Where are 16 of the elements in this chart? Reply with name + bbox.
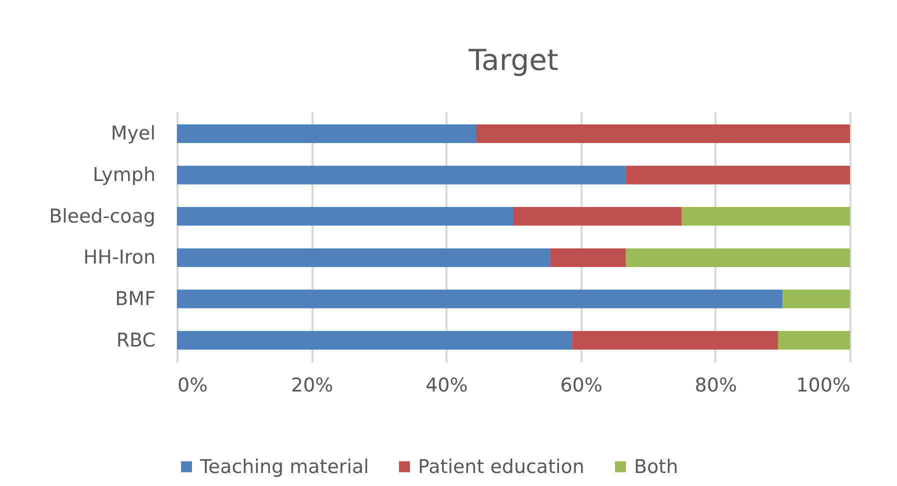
y-tick-label: Myel <box>110 122 156 145</box>
legend-label: Both <box>634 456 678 478</box>
y-tick-label: Lymph <box>92 164 156 186</box>
x-tick-label: 60% <box>560 374 602 396</box>
y-tick-label: HH-Iron <box>83 246 156 269</box>
x-tick-label: 0% <box>178 374 208 396</box>
x-tick-label: 100% <box>796 374 850 396</box>
x-tick-label: 80% <box>694 374 738 396</box>
legend-label: Patient education <box>418 456 584 478</box>
y-tick-label: Bleed-coag <box>49 205 156 228</box>
x-tick-label: 20% <box>290 374 334 396</box>
legend-label: Teaching material <box>199 456 369 478</box>
x-tick-label: 40% <box>426 374 468 396</box>
chart-title: Target <box>468 43 558 77</box>
y-tick-label: BMF <box>115 288 156 310</box>
y-tick-label: RBC <box>116 329 156 352</box>
